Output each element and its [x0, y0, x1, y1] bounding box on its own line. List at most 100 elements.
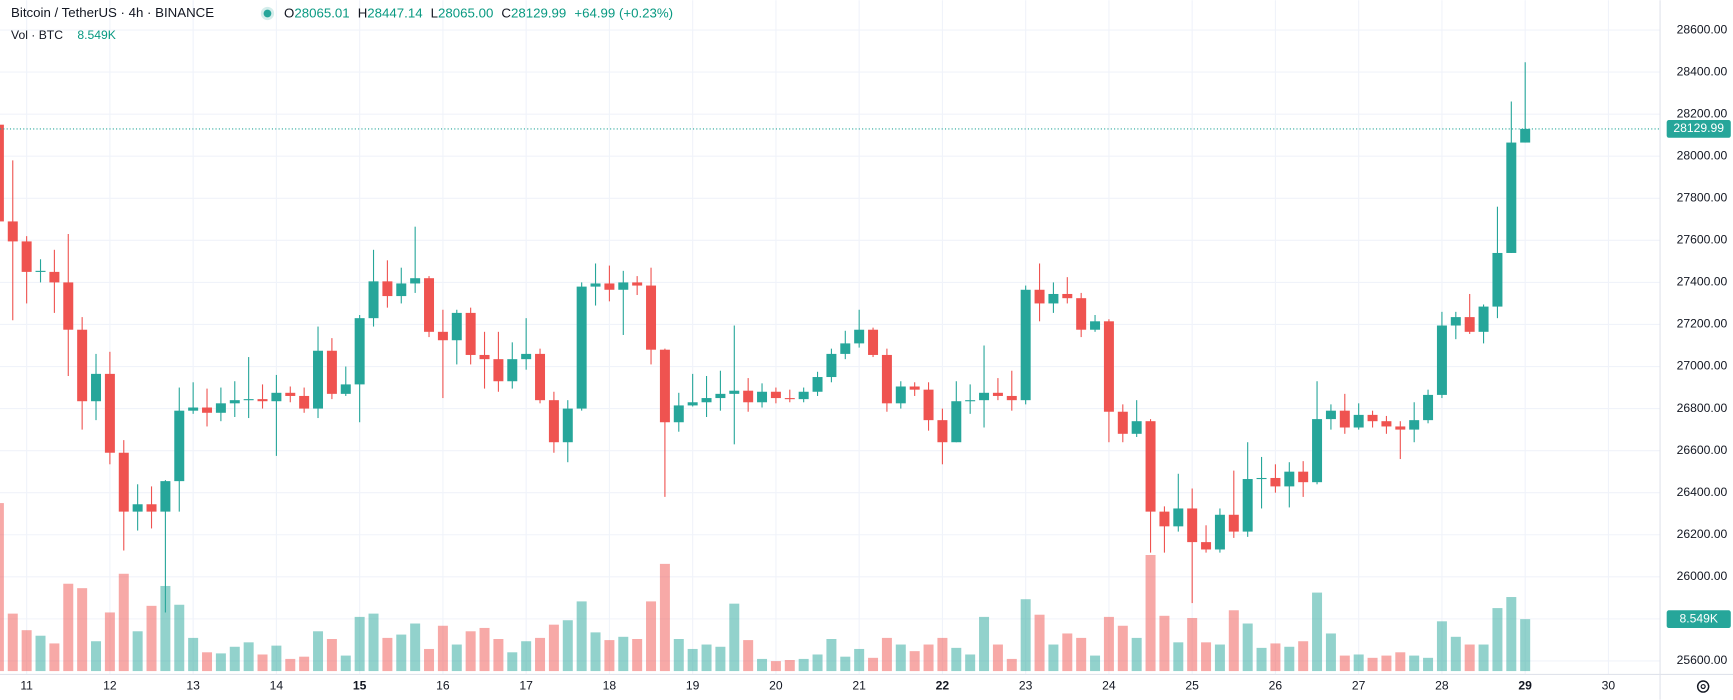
candle-body: [965, 400, 976, 402]
candle-body: [1436, 325, 1447, 395]
candle-body: [701, 398, 712, 403]
volume-bar: [1256, 647, 1267, 672]
volume-bar: [1201, 642, 1212, 672]
x-tick-label: 22: [936, 679, 950, 693]
y-tick-label: 26600.00: [1677, 443, 1728, 457]
volume-bar: [784, 660, 795, 672]
volume-bar: [1159, 615, 1170, 672]
volume-bar: [215, 653, 226, 672]
settings-button[interactable]: [1696, 680, 1710, 693]
volume-bar: [1395, 652, 1406, 672]
candle-body: [118, 452, 129, 512]
candle-body: [1117, 411, 1128, 434]
y-tick-label: 27600.00: [1677, 233, 1728, 247]
y-tick-label: 28600.00: [1677, 22, 1728, 36]
volume-bar: [257, 654, 268, 672]
volume-bar: [1076, 637, 1087, 672]
volume-bar: [243, 642, 254, 672]
volume-bar: [548, 624, 559, 672]
candle-body: [437, 331, 448, 341]
volume-bar: [174, 604, 185, 672]
candle-body: [507, 359, 518, 382]
volume-bar: [1020, 599, 1031, 672]
candle-body: [451, 312, 462, 341]
y-tick-label: 28400.00: [1677, 64, 1728, 78]
candle-body: [132, 504, 143, 512]
candle-body: [604, 283, 615, 290]
y-tick-label: 26400.00: [1677, 485, 1728, 499]
candle-body: [63, 282, 74, 330]
candle-body: [535, 353, 546, 401]
volume-bar: [465, 631, 476, 672]
y-tick-label: 25600.00: [1677, 653, 1728, 667]
candle-body: [590, 283, 601, 287]
volume-bar: [63, 583, 74, 672]
volume-bar: [590, 632, 601, 672]
candle-body: [160, 481, 171, 512]
volume-bar: [451, 644, 462, 672]
candle-body: [1492, 252, 1503, 307]
volume-bar: [132, 631, 143, 672]
volume-bar: [326, 639, 337, 672]
candle-body: [1145, 421, 1156, 512]
volume-bar: [1228, 610, 1239, 672]
candle-body: [673, 405, 684, 423]
volume-bar: [687, 648, 698, 672]
candle-body: [1381, 421, 1392, 427]
volume-bar: [1506, 597, 1517, 672]
candle-body: [979, 392, 990, 401]
volume-bar: [493, 639, 504, 672]
volume-bar: [1090, 655, 1101, 672]
volume-bar: [1214, 644, 1225, 672]
volume-bar: [1520, 619, 1531, 672]
status-dot: [263, 9, 272, 18]
volume-bar: [188, 637, 199, 672]
volume-bar: [104, 612, 115, 672]
candle-body: [826, 353, 837, 378]
candle-body: [1353, 414, 1364, 428]
volume-bar: [21, 630, 32, 672]
last-volume-tag-label: 8.549K: [1679, 611, 1717, 625]
candle-body: [174, 410, 185, 482]
volume-bar: [1478, 644, 1489, 672]
volume-bar: [770, 661, 781, 672]
x-tick-label: 16: [436, 679, 450, 693]
volume-bar: [1325, 633, 1336, 672]
symbol-title[interactable]: Bitcoin / TetherUS · 4h · BINANCE: [11, 5, 214, 20]
volume-bar: [1450, 636, 1461, 672]
volume-bar: [479, 627, 490, 672]
volume-bar: [895, 644, 906, 672]
candle-body: [1048, 293, 1059, 304]
volume-bar: [1131, 637, 1142, 672]
legend-key: L: [431, 5, 438, 20]
volume-bar: [618, 636, 629, 672]
volume-bar: [715, 646, 726, 672]
x-tick-label: 26: [1269, 679, 1283, 693]
candle-body: [770, 391, 781, 399]
candle-body: [1201, 542, 1212, 550]
volume-bar: [992, 644, 1003, 672]
candle-body: [229, 400, 240, 404]
volume-bar: [576, 601, 587, 672]
candle-body: [1339, 410, 1350, 428]
candle-body: [895, 386, 906, 404]
volume-bar: [1381, 655, 1392, 672]
volume-bar: [1145, 555, 1156, 672]
volume-bar: [701, 644, 712, 672]
volume-bar: [1464, 644, 1475, 672]
candle-body: [743, 390, 754, 403]
x-tick-label: 21: [852, 679, 866, 693]
volume-bar: [35, 635, 46, 672]
x-tick-label: 15: [353, 679, 367, 693]
x-tick-label: 18: [603, 679, 617, 693]
candle-body: [215, 403, 226, 413]
volume-bar: [840, 656, 851, 672]
gear-icon[interactable]: [1696, 680, 1710, 693]
ohlc-legend: O28065.01 H28447.14 L28065.00 C28129.99 …: [284, 5, 673, 20]
candle-body: [1214, 514, 1225, 550]
candle-body: [493, 359, 504, 382]
volume-bar: [91, 641, 102, 672]
candle-body: [299, 395, 310, 409]
candle-body: [382, 281, 393, 297]
